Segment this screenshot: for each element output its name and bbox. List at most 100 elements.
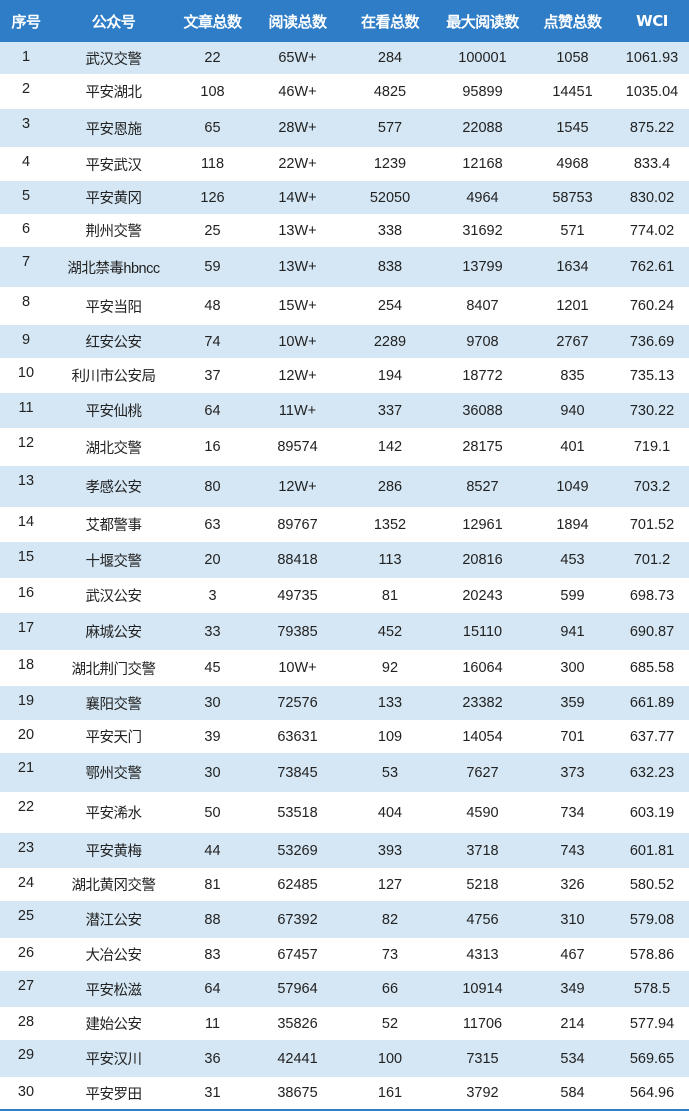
cell-total-likes: 734 <box>560 804 585 821</box>
cell-max-reads: 3718 <box>435 833 530 868</box>
cell-max-reads: 12168 <box>462 156 503 172</box>
cell-total-watching: 838 <box>345 247 435 287</box>
cell-total-watching: 393 <box>345 833 435 868</box>
cell-rank: 30 <box>0 1077 52 1111</box>
cell-account-name: 潜江公安 <box>52 901 175 938</box>
cell-article-count: 25 <box>204 222 221 239</box>
cell-total-watching: 66 <box>345 971 435 1007</box>
cell-total-reads: 10W+ <box>250 325 345 358</box>
cell-account-name: 红安公安 <box>52 325 175 358</box>
cell-article-count: 31 <box>175 1077 250 1111</box>
cell-total-likes: 453 <box>530 542 615 578</box>
cell-article-count: 108 <box>200 83 225 100</box>
cell-account-name: 麻城公安 <box>52 613 175 650</box>
cell-total-likes: 534 <box>530 1040 615 1077</box>
cell-total-watching: 113 <box>345 542 435 578</box>
cell-rank: 18 <box>17 657 35 673</box>
cell-rank: 21 <box>0 753 52 792</box>
table-row: 7 湖北禁毒hbncc 59 13W+ 838 13799 1634 762.61 <box>0 247 689 287</box>
table-row: 22 平安浠水 50 53518 404 4590 734 603.19 <box>0 792 689 833</box>
cell-total-likes: 1058 <box>530 42 615 74</box>
cell-max-reads: 4964 <box>435 181 530 214</box>
cell-max-reads: 8407 <box>466 298 499 314</box>
cell-total-watching: 2289 <box>345 325 435 358</box>
cell-rank: 17 <box>0 613 52 650</box>
cell-total-reads: 89574 <box>277 439 318 455</box>
cell-rank: 25 <box>0 901 52 938</box>
cell-total-watching: 284 <box>345 42 435 74</box>
cell-rank: 6 <box>21 221 31 237</box>
cell-account-name: 湖北交警 <box>85 440 143 457</box>
cell-total-watching: 92 <box>381 660 399 676</box>
cell-max-reads: 7627 <box>435 753 530 792</box>
cell-account-name: 平安松滋 <box>52 971 175 1007</box>
cell-article-count: 65 <box>175 109 250 147</box>
cell-wci: 735.13 <box>629 367 675 384</box>
cell-max-reads: 7315 <box>435 1040 530 1077</box>
table-row: 27 平安松滋 64 57964 66 10914 349 578.5 <box>0 971 689 1007</box>
cell-total-watching: 577 <box>345 109 435 147</box>
cell-article-count: 83 <box>204 946 221 963</box>
cell-article-count: 37 <box>204 367 221 384</box>
cell-total-watching: 1239 <box>373 156 407 172</box>
cell-max-reads: 8527 <box>435 466 530 507</box>
cell-wci: 685.58 <box>629 660 675 676</box>
table-row: 18 湖北荆门交警 45 10W+ 92 16064 300 685.58 <box>0 650 689 686</box>
cell-total-likes: 349 <box>530 971 615 1007</box>
cell-total-watching: 109 <box>377 728 403 745</box>
cell-total-reads: 73845 <box>250 753 345 792</box>
cell-total-likes: 835 <box>560 367 585 384</box>
table-row: 29 平安汉川 36 42441 100 7315 534 569.65 <box>0 1040 689 1077</box>
cell-wci: 577.94 <box>629 1015 675 1032</box>
cell-wci: 632.23 <box>615 753 689 792</box>
table-row: 19 襄阳交警 30 72576 133 23382 359 661.89 <box>0 686 689 720</box>
header-total-reads: 阅读总数 <box>250 0 345 42</box>
cell-article-count: 30 <box>175 686 250 720</box>
cell-rank: 27 <box>0 971 52 1007</box>
cell-wci: 1061.93 <box>615 42 689 74</box>
cell-max-reads: 9708 <box>435 325 530 358</box>
cell-max-reads: 4313 <box>466 946 499 963</box>
header-wci: WCI <box>615 0 689 42</box>
cell-wci: 579.08 <box>615 901 689 938</box>
table-row: 10 利川市公安局 37 12W+ 194 18772 835 735.13 <box>0 358 689 393</box>
cell-rank: 13 <box>0 466 52 507</box>
table-row: 21 鄂州交警 30 73845 53 7627 373 632.23 <box>0 753 689 792</box>
cell-max-reads: 14054 <box>462 728 503 745</box>
cell-rank: 23 <box>0 833 52 868</box>
cell-account-name: 平安仙桃 <box>52 393 175 428</box>
table-row: 17 麻城公安 33 79385 452 15110 941 690.87 <box>0 613 689 650</box>
cell-rank: 10 <box>17 365 35 381</box>
cell-article-count: 48 <box>204 298 221 314</box>
cell-wci: 760.24 <box>629 298 675 314</box>
cell-rank: 11 <box>0 393 52 428</box>
table-row: 12 湖北交警 16 89574 142 28175 401 719.1 <box>0 428 689 466</box>
cell-total-likes: 743 <box>530 833 615 868</box>
cell-total-likes: 1634 <box>530 247 615 287</box>
cell-article-count: 64 <box>175 971 250 1007</box>
cell-total-reads: 89767 <box>277 516 318 533</box>
cell-wci: 730.22 <box>615 393 689 428</box>
cell-account-name: 湖北禁毒hbncc <box>52 247 175 287</box>
cell-total-reads: 38675 <box>250 1077 345 1111</box>
cell-total-likes: 940 <box>530 393 615 428</box>
cell-total-likes: 467 <box>560 946 585 963</box>
cell-total-likes: 701 <box>560 728 585 745</box>
cell-max-reads: 16064 <box>462 660 503 676</box>
table-row: 11 平安仙桃 64 11W+ 337 36088 940 730.22 <box>0 393 689 428</box>
cell-article-count: 30 <box>175 753 250 792</box>
cell-rank: 24 <box>17 875 35 891</box>
cell-rank: 14 <box>17 514 35 530</box>
cell-total-reads: 11W+ <box>250 393 345 428</box>
cell-wci: 1035.04 <box>625 83 679 100</box>
cell-wci: 603.19 <box>629 804 675 821</box>
cell-total-likes: 941 <box>530 613 615 650</box>
cell-total-likes: 58753 <box>530 181 615 214</box>
cell-account-name: 建始公安 <box>85 1017 143 1033</box>
cell-rank: 9 <box>0 325 52 358</box>
cell-rank: 22 <box>17 799 35 815</box>
cell-article-count: 88 <box>175 901 250 938</box>
cell-wci: 736.69 <box>615 325 689 358</box>
cell-total-reads: 28W+ <box>250 109 345 147</box>
